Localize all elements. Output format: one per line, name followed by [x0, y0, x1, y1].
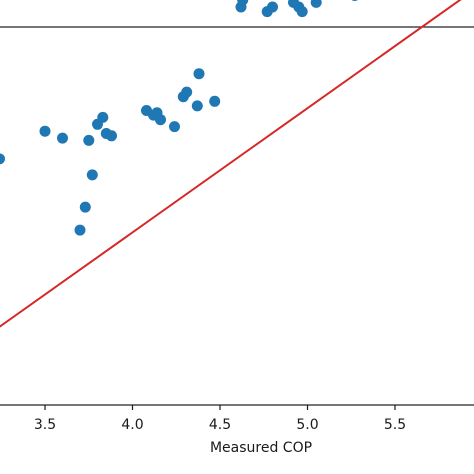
data-points [0, 0, 358, 236]
data-point [296, 6, 308, 18]
data-point [79, 201, 91, 213]
data-point [74, 224, 86, 236]
data-point [39, 125, 51, 137]
x-tick-label: 3.5 [34, 417, 56, 433]
data-point [351, 0, 358, 1]
data-point [169, 121, 180, 133]
x-tick-label: 5.0 [296, 417, 318, 433]
data-point [86, 169, 98, 181]
x-axis-ticks: 3.54.04.55.05.56 [34, 405, 406, 433]
x-axis-label: Measured COP [210, 440, 312, 456]
data-point [57, 132, 68, 144]
data-point [181, 86, 193, 98]
data-point [155, 114, 166, 126]
plot-frame [0, 26, 474, 406]
data-point [0, 153, 5, 165]
data-point [310, 0, 322, 8]
data-point [313, 0, 320, 1]
fit-line [0, 0, 462, 328]
x-tick-label: 5.5 [384, 417, 406, 433]
data-point [193, 68, 205, 80]
data-point [209, 95, 221, 107]
x-tick-label: 4.5 [209, 417, 231, 433]
data-point [106, 130, 117, 142]
data-point [267, 1, 278, 13]
data-point [83, 134, 95, 146]
x-tick-label: 4.0 [121, 417, 143, 433]
data-point [237, 0, 249, 6]
data-point [191, 100, 203, 112]
data-point [97, 111, 109, 123]
